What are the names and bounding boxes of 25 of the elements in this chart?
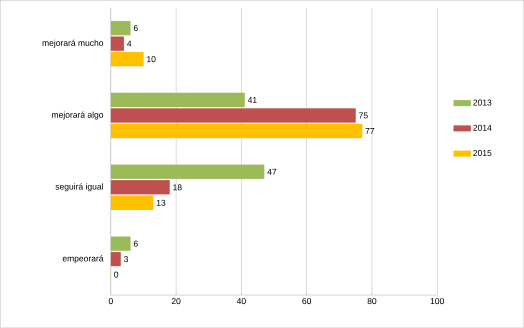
y-tick-label: mejorará algo <box>52 112 104 120</box>
legend-label: 2014 <box>473 124 492 131</box>
y-tick-label: empeorará <box>62 255 104 264</box>
legend-label: 2015 <box>473 150 492 156</box>
x-tick-label: 60 <box>302 298 312 304</box>
x-tick-label: 40 <box>236 298 246 304</box>
data-label: 4 <box>127 40 132 47</box>
x-tick-label: 20 <box>172 298 180 304</box>
x-tick-label: 80 <box>368 298 376 304</box>
data-label: 0 <box>114 272 118 278</box>
data-label: 47 <box>267 168 276 175</box>
legend-label: 2013 <box>473 100 492 106</box>
data-label: 41 <box>248 97 257 103</box>
data-label: 75 <box>359 112 368 119</box>
data-label: 6 <box>134 25 138 32</box>
data-label: 77 <box>366 128 374 134</box>
data-label: 3 <box>124 256 128 262</box>
data-label: 6 <box>134 240 138 247</box>
data-label: 10 <box>147 56 156 62</box>
data-label: 18 <box>173 184 182 190</box>
y-tick-label: seguirá igual <box>56 183 103 192</box>
data-label: 13 <box>156 200 166 206</box>
x-tick-label: 0 <box>108 298 113 304</box>
x-tick-label: 100 <box>430 298 444 304</box>
y-tick-label: mejorará mucho <box>42 40 104 48</box>
